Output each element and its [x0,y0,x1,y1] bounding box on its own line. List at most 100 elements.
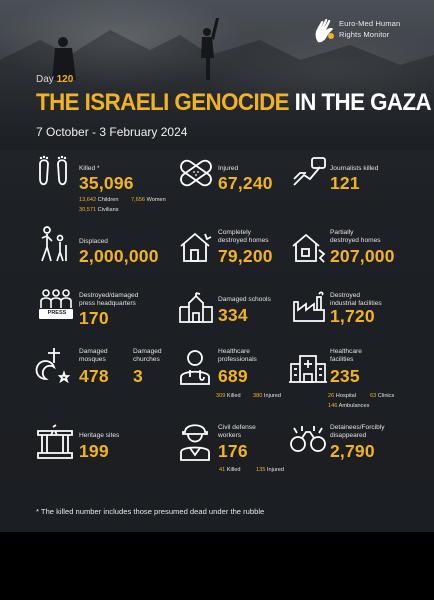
detainees-value: 2,790 [330,441,375,461]
hf-clinics-num: 63 [370,393,377,399]
destroyed-home-icon [180,232,212,262]
healthcare-fac-label-1: Healthcare [330,348,362,355]
churches-label: Damaged churches [133,348,162,364]
cd-injured-num: 135 [256,467,266,473]
journalists-label: Journalists killed [330,165,379,172]
healthcare-fac-label-2: facilities [330,356,354,363]
cd-killed-num: 41 [219,467,226,473]
hospital-icon [289,355,327,383]
org-name-line2: Rights Monitor [339,30,390,39]
day-counter: Day 120 [36,74,73,85]
press-people-icon [39,289,73,319]
children-num: 13,642 [79,197,97,203]
school-icon [179,292,213,323]
person-silhouette-icon [0,18,434,150]
healthcare-pros-label: Healthcare professionals [218,348,257,364]
civilians-label: Civilians [97,207,119,213]
mosques-label-1: Damaged [79,348,108,355]
churches-label-1: Damaged [133,348,162,355]
destroyed-homes-label: Completely destroyed homes [218,229,269,245]
mosques-value: 478 [79,366,109,386]
hf-hospital-num: 26 [328,393,335,399]
civil-defense-injured: 135 Injured [256,467,284,473]
journalists-value: 121 [330,173,360,193]
churches-value: 3 [133,366,143,386]
partial-homes-value: 207,000 [330,246,395,266]
women-num: 7,656 [131,197,145,203]
industrial-label: Destroyed industrial facilities [330,292,382,308]
title-highlight: THE ISRAELI GENOCIDE [36,89,290,116]
press-hq-value: 170 [79,308,109,328]
hf-hospital-label: Hospital [335,393,357,399]
bandage-icon [180,159,212,187]
hf-hospital: 26 Hospital [328,393,356,399]
injured-value: 67,240 [218,173,273,193]
hf-ambulances-num: 146 [328,403,338,409]
title-rest: IN THE GAZA STRIP [294,89,434,116]
churches-label-2: churches [133,356,160,363]
hf-clinics-label: Clinics [377,393,395,399]
press-badge: PRESS [47,310,67,316]
heritage-value: 199 [79,441,109,461]
press-hq-label-1: Destroyed/damaged [79,292,139,299]
healthcare-pros-label-2: professionals [218,356,257,363]
partial-homes-label-1: Partially [330,229,354,236]
destroyed-homes-label-1: Completely [218,229,251,236]
footnote: * The killed number includes those presu… [36,507,265,516]
partial-homes-label: Partially destroyed homes [330,229,381,245]
industrial-label-2: industrial facilities [330,300,382,307]
day-label: Day [36,74,54,85]
hf-ambulances-label: Ambulances [338,403,370,409]
children-label: Children [97,197,119,203]
civilians-num: 30,571 [79,207,97,213]
cd-injured-label: Injured [266,467,285,473]
heritage-label: Heritage sites [79,432,120,439]
schools-value: 334 [218,305,248,325]
euro-med-logo: Euro-Med Human Rights Monitor [313,17,423,45]
killed-label: Killed * [79,165,100,172]
killed-civilians: 30,571 Civilians [79,207,119,213]
heritage-column-icon [37,424,73,459]
doctor-icon [180,350,210,385]
hp-injured-num: 380 [253,393,263,399]
detainees-label-2: disappeared [330,432,367,439]
mosques-label-2: mosques [79,356,106,363]
journalist-hand-icon [293,157,326,186]
org-name-line1: Euro-Med Human [339,19,401,28]
hp-killed-num: 309 [216,393,226,399]
hp-injured-label: Injured [263,393,282,399]
destroyed-homes-value: 79,200 [218,246,273,266]
press-hq-label-2: press headquarters [79,300,136,307]
hp-killed-label: Killed [226,393,241,399]
industrial-value: 1,720 [330,306,375,326]
injured-label: Injured [218,165,239,172]
hero-photo-area [0,0,434,150]
hf-clinics: 63 Clinics [370,393,394,399]
civil-defense-worker-icon [180,424,210,461]
handcuffs-icon [290,426,326,452]
killed-women: 7,656 Women [131,197,166,203]
mosque-church-icon [35,348,71,384]
day-number: 120 [56,74,74,85]
schools-label: Damaged schools [218,296,271,303]
partial-homes-label-2: destroyed homes [330,237,381,244]
destroyed-homes-label-2: destroyed homes [218,237,269,244]
civil-defense-label-2: workers [218,432,242,439]
killed-value: 35,096 [79,173,134,193]
mosques-label: Damaged mosques [79,348,108,364]
women-label: Women [146,197,166,203]
healthcare-pros-injured: 380 Injured [253,393,281,399]
displaced-label: Displaced [79,238,108,245]
civil-defense-label-1: Civil defense [218,424,256,431]
healthcare-fac-label: Healthcare facilities [330,348,362,364]
press-hq-label: Destroyed/damaged press headquarters [79,292,138,308]
page-title: THE ISRAELI GENOCIDE IN THE GAZA STRIP [36,89,434,117]
date-range: 7 October - 3 February 2024 [36,125,188,139]
feet-icon [39,155,67,186]
healthcare-pros-killed: 309 Killed [216,393,241,399]
industrial-label-1: Destroyed [330,292,361,299]
killed-children: 13,642 Children [79,197,119,203]
healthcare-pros-label-1: Healthcare [218,348,250,355]
factory-icon [293,291,325,322]
healthcare-pros-value: 689 [218,366,248,386]
